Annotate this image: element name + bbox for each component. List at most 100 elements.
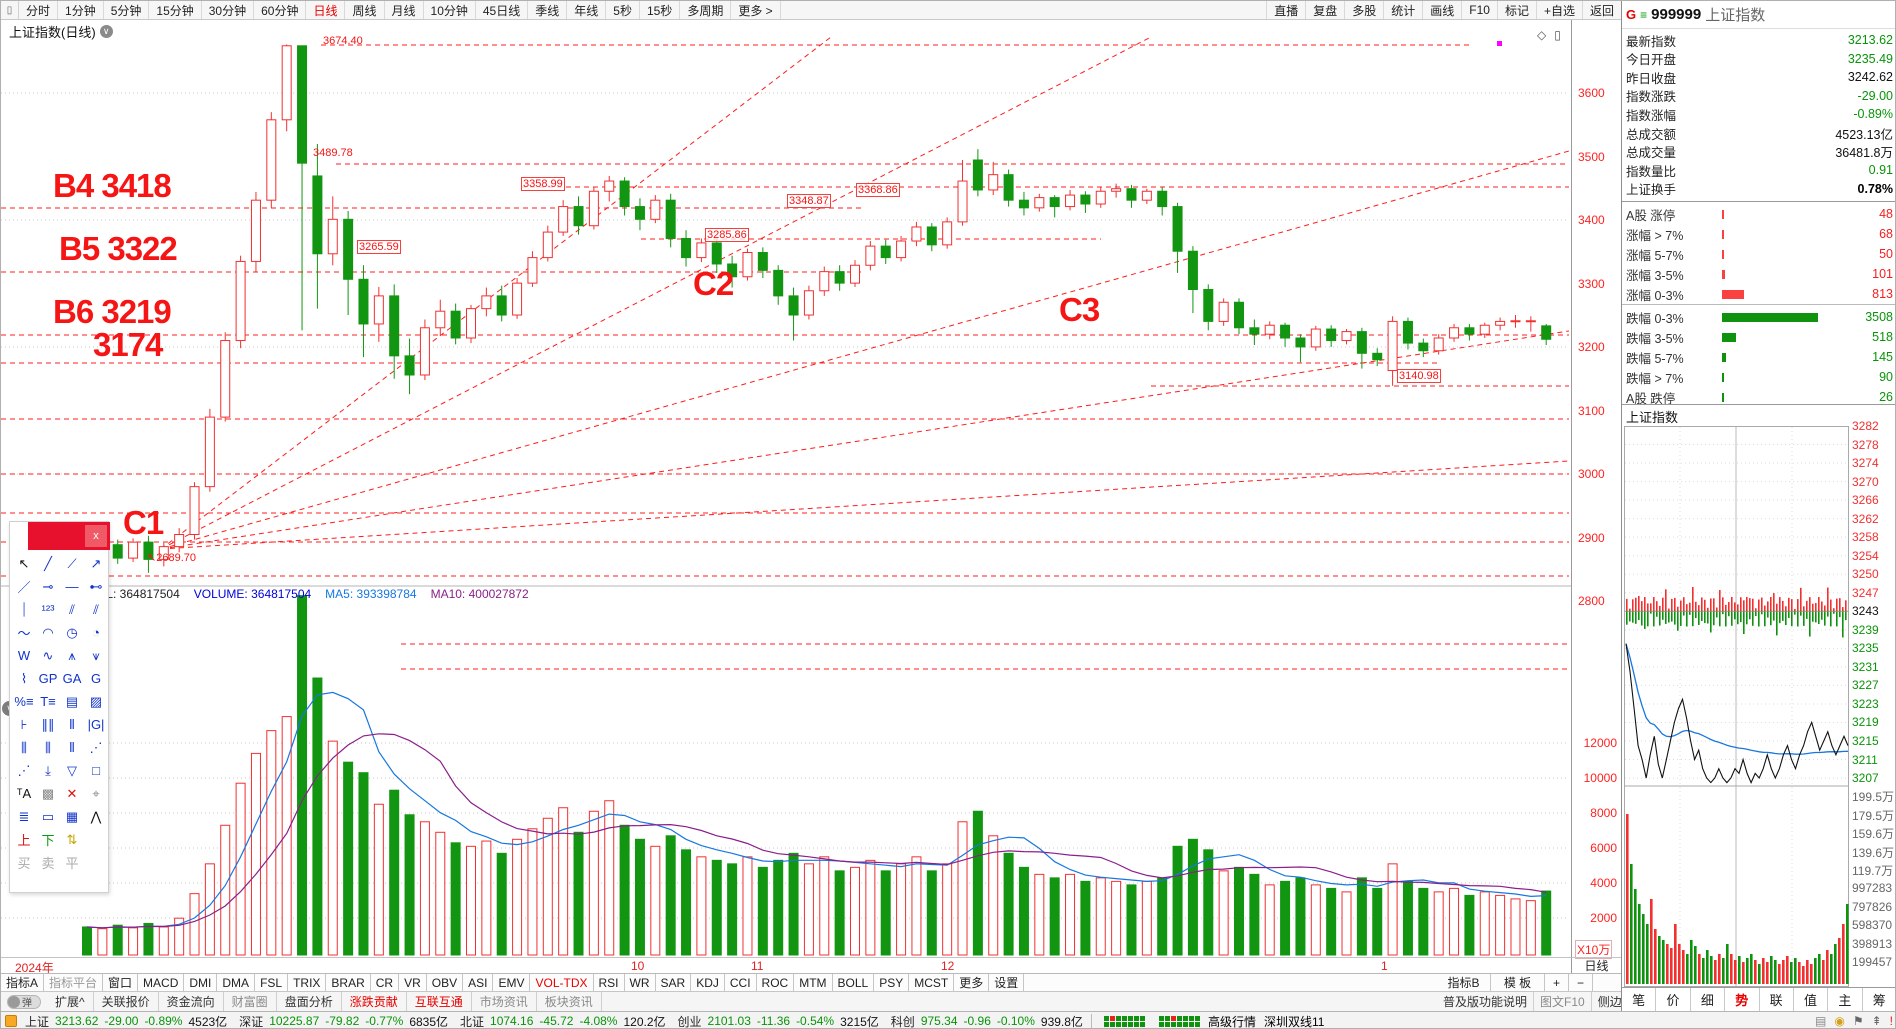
n-wave-icon[interactable]: ∿ <box>42 647 54 663</box>
indicator-tab-VOL-TDX[interactable]: VOL-TDX <box>530 974 594 991</box>
index-segment-深证[interactable]: 深证 10225.87 -79.82 -0.77% 6835亿 <box>239 1014 449 1029</box>
action-button-统计[interactable]: 统计 <box>1383 1 1422 19</box>
panel-tab-笔[interactable]: 笔 <box>1622 988 1657 1011</box>
period-tab-45日线[interactable]: 45日线 <box>476 1 529 19</box>
indicator-tab-DMI[interactable]: DMI <box>184 974 218 991</box>
period-tab-分时[interactable]: 分时 <box>19 1 59 19</box>
indicator-tab-MCST[interactable]: MCST <box>909 974 955 991</box>
indicator-button-+[interactable]: + <box>1545 974 1569 991</box>
fan-lines2-icon[interactable]: ⋰ <box>17 762 31 778</box>
bottom-button-普及版功能说明[interactable]: 普及版功能说明 <box>1437 992 1535 1011</box>
extension-tab-盘面分析[interactable]: 盘面分析 <box>277 992 342 1011</box>
action-button-画线[interactable]: 画线 <box>1422 1 1461 19</box>
indicator-tab-BRAR[interactable]: BRAR <box>326 974 371 991</box>
indicator-tab-TRIX[interactable]: TRIX <box>288 974 327 991</box>
t-lines-icon[interactable]: T≡ <box>40 694 56 709</box>
measure-123-icon[interactable]: ¹²³ <box>41 602 55 617</box>
period-tab-5分钟[interactable]: 5分钟 <box>104 1 150 19</box>
circle-sector-icon[interactable]: ◔ <box>92 625 100 640</box>
g-line-icon[interactable]: G <box>90 671 102 686</box>
magnifier-icon[interactable]: ⌖ <box>92 785 100 801</box>
h-anchor-icon[interactable]: ⊷ <box>89 578 103 594</box>
kline-svg[interactable] <box>1 20 1571 957</box>
grid-bars2-icon[interactable]: ⫼ <box>45 739 51 755</box>
trend-line-icon[interactable]: ／ <box>17 580 31 595</box>
kline-chart-area[interactable]: 上证指数(日线) ∨ ◇ ▯ VOL: 364817504 VOLUME: 364… <box>1 20 1571 957</box>
indicator-tab-WR[interactable]: WR <box>625 974 656 991</box>
index-segment-科创[interactable]: 科创 975.34 -0.96 -0.10% 939.8亿 <box>890 1014 1083 1029</box>
segment2-icon[interactable]: ⟋ <box>67 555 77 571</box>
period-tab-10分钟[interactable]: 10分钟 <box>424 1 476 19</box>
flat-mark-icon[interactable]: 平 <box>65 856 79 871</box>
action-button-F10[interactable]: F10 <box>1461 1 1497 19</box>
indicator-tab-BOLL[interactable]: BOLL <box>833 974 875 991</box>
index-segment-上证[interactable]: 上证 3213.62 -29.00 -0.89% 4523亿 <box>25 1014 228 1029</box>
diamond-icon[interactable]: ◇ <box>1537 28 1547 42</box>
signal-mark-icon[interactable]: ⇅ <box>66 831 78 847</box>
indicator-tab-KDJ[interactable]: KDJ <box>691 974 725 991</box>
up-mark-icon[interactable]: 上 <box>17 833 31 848</box>
indicator-tab-指标A[interactable]: 指标A <box>1 974 45 991</box>
arc-icon[interactable]: ◠ <box>42 624 54 640</box>
period-tab-5秒[interactable]: 5秒 <box>606 1 640 19</box>
chevron-down-icon[interactable]: ∨ <box>99 25 113 38</box>
close-icon[interactable]: x <box>85 525 107 547</box>
short-trend-icon[interactable]: 〜 <box>17 626 31 641</box>
indicator-tab-CCI[interactable]: CCI <box>725 974 757 991</box>
indicator-tab-PSY[interactable]: PSY <box>874 974 910 991</box>
action-button-返回[interactable]: 返回 <box>1581 1 1621 19</box>
period-tab-更多 >[interactable]: 更多 > <box>731 1 781 19</box>
v-bars-icon[interactable]: ∥∥ <box>41 716 55 732</box>
stairs-icon[interactable]: ⇞ <box>1871 1014 1882 1028</box>
bottom-button-图文F10[interactable]: 图文F10 <box>1534 992 1592 1011</box>
ruler-icon[interactable]: ▭ <box>41 808 55 824</box>
panel-icon[interactable]: ▯ <box>1554 28 1561 42</box>
indicator-tab-ASI[interactable]: ASI <box>463 974 494 991</box>
arrow-line-icon[interactable]: ↗ <box>90 555 102 571</box>
parallel-lines-icon[interactable]: ⫽ <box>69 601 75 617</box>
g-bars-icon[interactable]: |G| <box>87 717 105 732</box>
channel-icon[interactable]: ▤ <box>65 693 79 709</box>
rectangle-icon[interactable]: □ <box>92 763 100 778</box>
text-icon[interactable]: ᵀA <box>16 786 32 801</box>
action-button-多股[interactable]: 多股 <box>1344 1 1383 19</box>
indicator-button-−[interactable]: − <box>1569 974 1593 991</box>
flag-icon[interactable]: ⚑ <box>1852 1014 1864 1028</box>
h-segment-icon[interactable]: — <box>65 579 79 594</box>
period-tab-年线[interactable]: 年线 <box>567 1 607 19</box>
doc-icon[interactable]: ▤ <box>1815 1014 1827 1028</box>
zigzag-up-icon[interactable]: ⩚ <box>68 647 76 663</box>
grid-bars3-icon[interactable]: ⫴ <box>69 739 75 755</box>
indicator-tab-RSI[interactable]: RSI <box>594 974 625 991</box>
index-segment-北证[interactable]: 北证 1074.16 -45.72 -4.08% 120.2亿 <box>460 1014 666 1029</box>
panel-tab-细[interactable]: 细 <box>1691 988 1726 1011</box>
period-tab-60分钟[interactable]: 60分钟 <box>254 1 307 19</box>
grid-bars-icon[interactable]: ⫼ <box>21 739 27 755</box>
extension-tab-关联报价[interactable]: 关联报价 <box>94 992 159 1011</box>
indicator-tab-OBV[interactable]: OBV <box>427 974 464 991</box>
period-tab-多周期[interactable]: 多周期 <box>680 1 732 19</box>
segment-icon[interactable]: ╱ <box>44 555 52 571</box>
action-button-复盘[interactable]: 复盘 <box>1305 1 1344 19</box>
quote-panel-header[interactable]: G ≡ 999999 上证指数 <box>1622 1 1895 29</box>
v-bars2-icon[interactable]: ⫴ <box>69 716 75 732</box>
ga-lines-icon[interactable]: GA <box>62 671 82 686</box>
v-segment-icon[interactable]: ⏐ <box>20 601 28 617</box>
triangle-icon[interactable]: ▽ <box>67 762 77 778</box>
buy-mark-icon[interactable]: 买 <box>17 856 31 871</box>
period-tab-30分钟[interactable]: 30分钟 <box>202 1 255 19</box>
extension-tab-市场资讯[interactable]: 市场资讯 <box>472 992 537 1011</box>
alert-icon[interactable]: ! <box>1889 1014 1893 1028</box>
indicator-button-模 板[interactable]: 模 板 <box>1491 974 1545 991</box>
indicator-tab-FSL[interactable]: FSL <box>255 974 289 991</box>
anchor-segment-icon[interactable]: ⊸ <box>42 578 54 594</box>
period-tab-15秒[interactable]: 15秒 <box>640 1 681 19</box>
extension-tab-互联互通[interactable]: 互联互通 <box>407 992 472 1011</box>
pointer-icon[interactable]: ↖ <box>18 555 30 571</box>
indicator-tab-ROC[interactable]: ROC <box>757 974 795 991</box>
indicator-tab-MACD[interactable]: MACD <box>138 974 185 991</box>
period-tab-季线[interactable]: 季线 <box>528 1 568 19</box>
extension-tab-资金流向[interactable]: 资金流向 <box>159 992 224 1011</box>
chart-box-icon[interactable]: ▦ <box>65 808 79 824</box>
action-button-标记[interactable]: 标记 <box>1496 1 1536 19</box>
